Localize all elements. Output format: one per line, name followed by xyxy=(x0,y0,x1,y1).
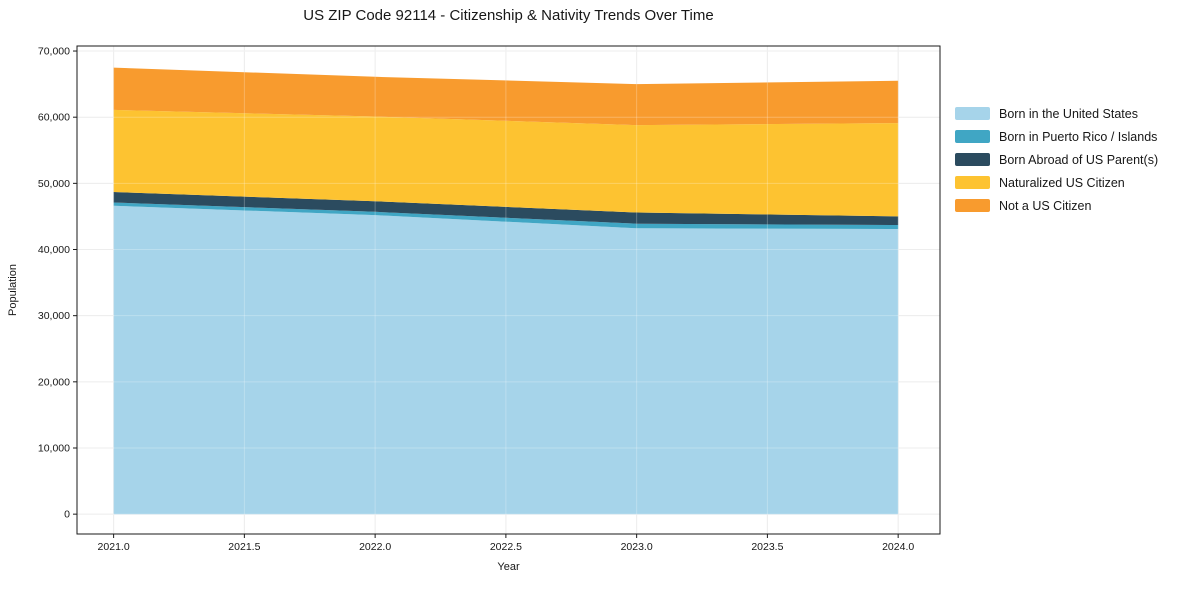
x-tick-label: 2023.0 xyxy=(621,541,653,553)
legend-swatch-naturalized-us-citizen xyxy=(955,176,990,189)
legend-item: Born Abroad of US Parent(s) xyxy=(955,148,1158,171)
legend-label: Naturalized US Citizen xyxy=(999,175,1125,190)
legend-swatch-not-a-us-citizen xyxy=(955,199,990,212)
y-tick-label: 0 xyxy=(64,509,70,521)
y-tick-label: 60,000 xyxy=(38,112,70,124)
area-born-abroad-of-us-parent-s- xyxy=(113,192,899,225)
legend-item: Born in the United States xyxy=(955,102,1158,125)
x-tick-label: 2021.0 xyxy=(98,541,130,553)
legend-item: Born in Puerto Rico / Islands xyxy=(955,125,1158,148)
y-tick-label: 30,000 xyxy=(38,310,70,322)
y-tick-label: 20,000 xyxy=(38,376,70,388)
legend-swatch-born-in-the-united-states xyxy=(955,107,990,120)
y-tick-label: 70,000 xyxy=(38,46,70,58)
x-tick-label: 2023.5 xyxy=(751,541,783,553)
legend: Born in the United States Born in Puerto … xyxy=(955,102,1158,217)
chart-title: US ZIP Code 92114 - Citizenship & Nativi… xyxy=(303,7,714,24)
y-tick-label: 50,000 xyxy=(38,178,70,190)
x-tick-label: 2021.5 xyxy=(228,541,260,553)
plot-border xyxy=(76,45,941,535)
legend-label: Born Abroad of US Parent(s) xyxy=(999,152,1159,167)
x-tick-label: 2022.5 xyxy=(490,541,522,553)
area-not-a-us-citizen xyxy=(113,67,899,126)
x-tick-label: 2024.0 xyxy=(882,541,914,553)
legend-swatch-born-in-puerto-rico-islands xyxy=(955,130,990,143)
y-tick-label: 10,000 xyxy=(38,442,70,454)
legend-swatch-born-abroad-of-us-parent-s- xyxy=(955,153,990,166)
area-naturalized-us-citizen xyxy=(113,109,899,217)
legend-label: Not a US Citizen xyxy=(999,198,1092,213)
x-axis-label: Year xyxy=(497,561,520,573)
area-born-in-the-united-states xyxy=(113,205,899,515)
legend-label: Born in the United States xyxy=(999,106,1138,121)
area-born-in-puerto-rico-islands xyxy=(113,202,899,229)
x-tick-label: 2022.0 xyxy=(359,541,391,553)
legend-item: Not a US Citizen xyxy=(955,194,1158,217)
legend-label: Born in Puerto Rico / Islands xyxy=(999,129,1158,144)
legend-item: Naturalized US Citizen xyxy=(955,171,1158,194)
y-tick-label: 40,000 xyxy=(38,244,70,256)
